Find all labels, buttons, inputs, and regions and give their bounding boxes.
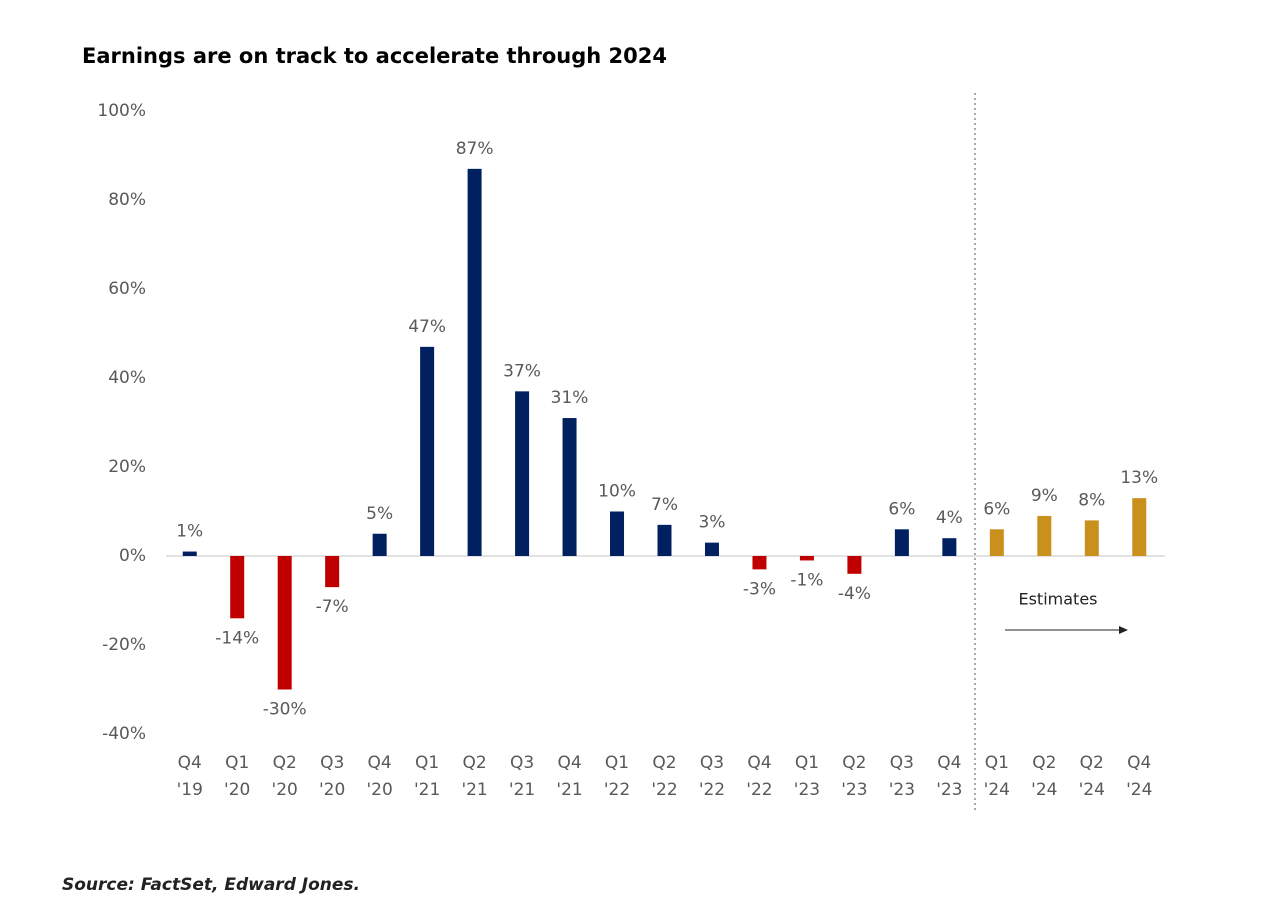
bar <box>752 556 767 570</box>
x-tick-label: Q1 <box>415 753 439 773</box>
x-tick-label: '24 <box>1031 780 1057 800</box>
x-tick-label: Q3 <box>320 753 344 773</box>
source: Source: FactSet, Edward Jones. <box>62 875 360 895</box>
value-label: 10% <box>598 482 636 502</box>
value-label: 6% <box>888 499 915 519</box>
bar <box>1037 515 1052 556</box>
arrow-head <box>1119 626 1128 634</box>
x-tick-label: '24 <box>1079 780 1105 800</box>
x-tick-label: '22 <box>651 780 677 800</box>
x-tick-label: Q4 <box>178 753 202 773</box>
x-tick-label: Q4 <box>557 753 581 773</box>
bar <box>610 511 625 556</box>
x-tick-label: '23 <box>841 780 867 800</box>
x-tick-label: Q2 <box>652 753 676 773</box>
x-tick-label: Q2 <box>462 753 486 773</box>
value-label: 87% <box>456 139 494 159</box>
y-tick-label: 40% <box>108 368 146 388</box>
x-tick-label: '19 <box>177 780 203 800</box>
bar <box>894 529 909 556</box>
x-tick-label: '22 <box>604 780 630 800</box>
x-tick-label: '21 <box>509 780 535 800</box>
x-tick-label: Q2 <box>1032 753 1056 773</box>
x-tick-label: '21 <box>414 780 440 800</box>
bar <box>230 556 245 619</box>
x-tick-label: '23 <box>794 780 820 800</box>
y-tick-label: 80% <box>108 190 146 210</box>
x-tick-label: '20 <box>272 780 298 800</box>
bar <box>942 538 957 556</box>
bar <box>515 391 530 556</box>
x-tick-label: Q4 <box>937 753 961 773</box>
bar <box>372 533 387 556</box>
y-tick-label: -40% <box>102 724 146 744</box>
value-label: -7% <box>316 597 349 617</box>
value-label: -14% <box>215 628 259 648</box>
x-tick-label: '22 <box>746 780 772 800</box>
x-tick-label: '21 <box>556 780 582 800</box>
value-label: 6% <box>983 499 1010 519</box>
value-label: -30% <box>263 700 307 720</box>
x-tick-label: Q1 <box>605 753 629 773</box>
x-tick-label: Q3 <box>510 753 534 773</box>
y-tick-label: 0% <box>119 546 146 566</box>
x-tick-label: Q4 <box>1127 753 1151 773</box>
bar <box>847 556 862 574</box>
value-label: 9% <box>1031 486 1058 506</box>
bar <box>704 542 719 556</box>
x-tick-label: '22 <box>699 780 725 800</box>
bar <box>1084 520 1099 556</box>
bar <box>325 556 340 588</box>
value-label: 47% <box>408 317 446 337</box>
x-tick-label: '24 <box>1126 780 1152 800</box>
x-tick-label: '23 <box>936 780 962 800</box>
y-tick-label: -20% <box>102 635 146 655</box>
bar <box>467 168 482 556</box>
value-label: 7% <box>651 495 678 515</box>
value-label: 8% <box>1078 490 1105 510</box>
x-tick-label: Q2 <box>842 753 866 773</box>
annotation: Estimates <box>1018 590 1097 609</box>
bar <box>182 551 197 556</box>
bar <box>562 418 577 556</box>
x-tick-label: '23 <box>889 780 915 800</box>
x-tick-label: Q1 <box>225 753 249 773</box>
x-tick-label: Q3 <box>700 753 724 773</box>
x-tick-label: '20 <box>366 780 392 800</box>
value-label: 1% <box>176 522 203 542</box>
x-tick-label: Q4 <box>747 753 771 773</box>
y-tick-label: 60% <box>108 279 146 299</box>
value-label: 13% <box>1120 468 1158 488</box>
bar <box>799 556 814 561</box>
x-tick-label: Q3 <box>890 753 914 773</box>
value-label: -4% <box>838 584 871 604</box>
x-tick-label: Q2 <box>1080 753 1104 773</box>
value-label: -1% <box>790 570 823 590</box>
value-label: 4% <box>936 508 963 528</box>
y-tick-label: 20% <box>108 457 146 477</box>
x-tick-label: '20 <box>224 780 250 800</box>
bar <box>657 524 672 556</box>
value-label: 37% <box>503 361 541 381</box>
x-tick-label: '21 <box>461 780 487 800</box>
value-label: 3% <box>698 513 725 533</box>
x-tick-label: '20 <box>319 780 345 800</box>
value-label: -3% <box>743 579 776 599</box>
bar <box>989 529 1004 556</box>
x-tick-label: Q2 <box>273 753 297 773</box>
value-label: 5% <box>366 504 393 524</box>
chart-title: Earnings are on track to accelerate thro… <box>82 44 667 68</box>
bar <box>277 556 292 690</box>
x-tick-label: Q1 <box>985 753 1009 773</box>
bar <box>420 346 435 556</box>
x-tick-label: Q4 <box>368 753 392 773</box>
bar <box>1132 498 1147 556</box>
x-tick-label: Q1 <box>795 753 819 773</box>
x-tick-label: '24 <box>984 780 1010 800</box>
y-tick-label: 100% <box>97 101 146 121</box>
value-label: 31% <box>551 388 589 408</box>
